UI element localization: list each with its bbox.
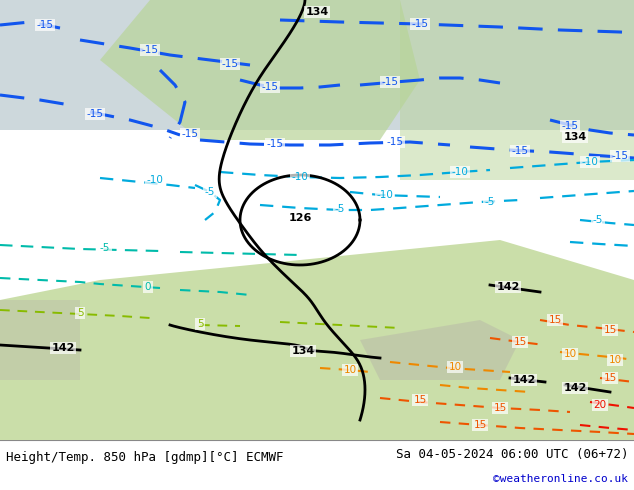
Text: -15: -15 [221, 59, 238, 69]
Text: -15: -15 [86, 109, 103, 119]
Text: 5: 5 [77, 308, 83, 318]
Polygon shape [360, 320, 520, 380]
Text: 126: 126 [288, 213, 312, 223]
Text: 142: 142 [512, 375, 536, 385]
Text: -15: -15 [612, 151, 628, 161]
Text: -15: -15 [37, 20, 53, 30]
Polygon shape [0, 240, 634, 440]
Text: -10: -10 [292, 172, 308, 182]
Text: Height/Temp. 850 hPa [gdmp][°C] ECMWF: Height/Temp. 850 hPa [gdmp][°C] ECMWF [6, 451, 283, 464]
Text: -10: -10 [146, 175, 164, 185]
Text: -15: -15 [512, 146, 529, 156]
Text: -5: -5 [205, 187, 215, 197]
Text: 134: 134 [306, 7, 328, 17]
Text: 0: 0 [145, 282, 152, 292]
Text: -15: -15 [261, 82, 278, 92]
Text: -10: -10 [581, 157, 598, 167]
Text: ©weatheronline.co.uk: ©weatheronline.co.uk [493, 474, 628, 484]
Text: 10: 10 [344, 365, 356, 375]
Text: 10: 10 [448, 362, 462, 372]
Text: 15: 15 [514, 337, 527, 347]
Text: -15: -15 [141, 45, 158, 55]
Text: -15: -15 [266, 139, 283, 149]
Text: 15: 15 [604, 373, 617, 383]
Text: -5: -5 [100, 243, 110, 253]
Text: 10: 10 [609, 355, 621, 365]
Text: -5: -5 [335, 204, 345, 214]
Polygon shape [0, 0, 634, 130]
Text: 134: 134 [292, 346, 314, 356]
Text: 5: 5 [197, 319, 204, 329]
Text: 142: 142 [496, 282, 520, 292]
Text: 15: 15 [548, 315, 562, 325]
Text: -15: -15 [382, 77, 399, 87]
Text: Sa 04-05-2024 06:00 UTC (06+72): Sa 04-05-2024 06:00 UTC (06+72) [396, 447, 628, 461]
Text: -5: -5 [485, 197, 495, 207]
Text: 20: 20 [593, 400, 607, 410]
Text: 15: 15 [413, 395, 427, 405]
Text: 15: 15 [493, 403, 507, 413]
Text: 15: 15 [604, 325, 617, 335]
Text: 10: 10 [564, 349, 576, 359]
Text: -15: -15 [562, 121, 578, 131]
Text: 134: 134 [564, 132, 586, 142]
Text: -10: -10 [451, 167, 469, 177]
Polygon shape [100, 0, 420, 140]
Polygon shape [400, 0, 634, 180]
Text: 142: 142 [51, 343, 75, 353]
Polygon shape [0, 300, 80, 380]
Text: -10: -10 [377, 190, 394, 200]
Text: 142: 142 [564, 383, 586, 393]
Text: -15: -15 [181, 129, 198, 139]
Text: 15: 15 [474, 420, 487, 430]
Text: -15: -15 [411, 19, 429, 29]
Text: -5: -5 [593, 215, 603, 225]
Text: -15: -15 [387, 137, 403, 147]
